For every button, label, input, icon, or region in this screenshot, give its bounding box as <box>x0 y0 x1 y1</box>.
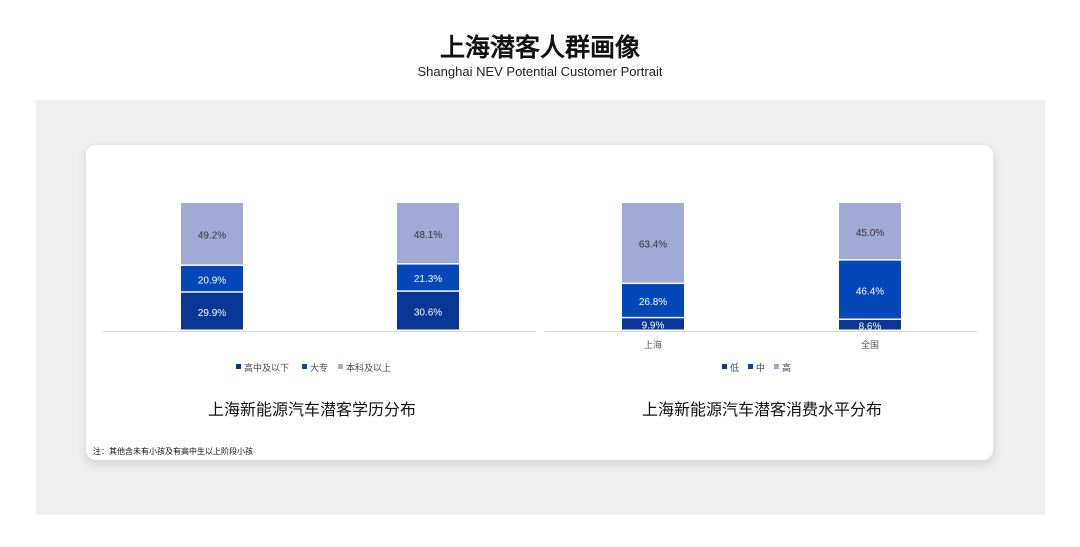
page-subtitle: Shanghai NEV Potential Customer Portrait <box>417 64 663 79</box>
bar-segment <box>839 203 901 260</box>
bar-segment <box>397 264 459 291</box>
legend-label: 本科及以上 <box>346 362 391 374</box>
legend-swatch <box>236 364 241 369</box>
bar-segment <box>622 284 684 317</box>
legend-swatch <box>774 364 779 369</box>
category-label: 全国 <box>861 339 879 351</box>
bar-segment <box>622 318 684 330</box>
data-label: 9.9% <box>642 321 665 332</box>
bar-segment <box>622 203 684 283</box>
legend-swatch <box>722 364 727 369</box>
chart-title-consumption: 上海新能源汽车潜客消费水平分布 <box>641 400 882 419</box>
bar-segment <box>181 203 243 265</box>
legend-swatch <box>302 364 307 369</box>
data-label: 8.6% <box>859 321 882 332</box>
category-label: 上海 <box>644 339 662 351</box>
bar-segment <box>181 265 243 292</box>
data-label: 30.6% <box>414 307 442 318</box>
data-label: 26.8% <box>639 297 667 308</box>
legend-label: 中 <box>756 362 765 374</box>
page-title: 上海潜客人群画像 <box>439 33 640 62</box>
data-label: 45.0% <box>856 228 884 239</box>
bar-segment <box>839 260 901 319</box>
legend-swatch <box>748 364 753 369</box>
bar-segment <box>839 319 901 330</box>
data-label: 49.2% <box>198 230 226 241</box>
legend-swatch <box>338 364 343 369</box>
bar-segment <box>397 291 459 330</box>
legend-label: 大专 <box>310 362 328 374</box>
data-label: 46.4% <box>856 286 884 297</box>
legend-label: 高 <box>782 362 791 374</box>
footnote: 注：其他含未有小孩及有高中生以上阶段小孩 <box>93 447 253 456</box>
data-label: 48.1% <box>414 230 442 241</box>
legend-label: 低 <box>730 362 739 374</box>
data-label: 21.3% <box>414 274 442 285</box>
legend-label: 高中及以下 <box>244 362 289 374</box>
data-label: 20.9% <box>198 275 226 286</box>
chart-title-education: 上海新能源汽车潜客学历分布 <box>207 400 416 419</box>
bar-segment <box>397 203 459 264</box>
bar-segment <box>181 292 243 330</box>
data-label: 29.9% <box>198 308 226 319</box>
data-label: 63.4% <box>639 240 667 251</box>
